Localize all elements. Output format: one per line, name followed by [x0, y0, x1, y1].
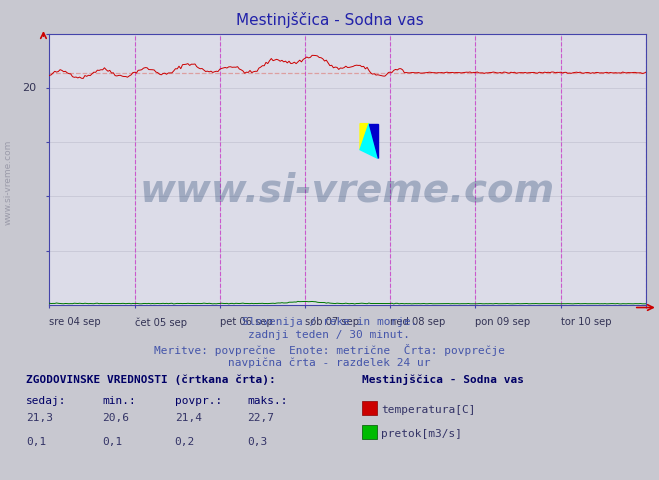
Text: www.si-vreme.com: www.si-vreme.com — [4, 140, 13, 225]
Text: maks.:: maks.: — [247, 396, 287, 406]
Text: Mestinjščica - Sodna vas: Mestinjščica - Sodna vas — [362, 374, 525, 385]
Text: Slovenija / reke in morje.: Slovenija / reke in morje. — [242, 317, 417, 327]
Text: 20,6: 20,6 — [102, 413, 129, 423]
Text: 0,2: 0,2 — [175, 437, 195, 447]
Text: pon 09 sep: pon 09 sep — [475, 317, 530, 327]
Text: sre 04 sep: sre 04 sep — [49, 317, 101, 327]
Text: ned 08 sep: ned 08 sep — [390, 317, 445, 327]
Text: pet 06 sep: pet 06 sep — [220, 317, 273, 327]
Text: tor 10 sep: tor 10 sep — [561, 317, 611, 327]
Text: 0,1: 0,1 — [102, 437, 123, 447]
Text: pretok[m3/s]: pretok[m3/s] — [381, 430, 462, 439]
Text: ZGODOVINSKE VREDNOSTI (črtkana črta):: ZGODOVINSKE VREDNOSTI (črtkana črta): — [26, 374, 276, 385]
Text: povpr.:: povpr.: — [175, 396, 222, 406]
Text: 0,1: 0,1 — [26, 437, 47, 447]
Text: sob 07 sep: sob 07 sep — [305, 317, 359, 327]
Text: 20: 20 — [22, 83, 36, 93]
Text: 0,3: 0,3 — [247, 437, 268, 447]
Text: 21,4: 21,4 — [175, 413, 202, 423]
Text: Meritve: povprečne  Enote: metrične  Črta: povprečje: Meritve: povprečne Enote: metrične Črta:… — [154, 344, 505, 356]
Text: www.si-vreme.com: www.si-vreme.com — [140, 172, 556, 210]
Text: sedaj:: sedaj: — [26, 396, 67, 406]
Text: min.:: min.: — [102, 396, 136, 406]
Text: Mestinjščica - Sodna vas: Mestinjščica - Sodna vas — [236, 12, 423, 28]
Text: 21,3: 21,3 — [26, 413, 53, 423]
Polygon shape — [360, 124, 369, 150]
Text: temperatura[C]: temperatura[C] — [381, 406, 475, 415]
Text: zadnji teden / 30 minut.: zadnji teden / 30 minut. — [248, 330, 411, 340]
Text: 22,7: 22,7 — [247, 413, 274, 423]
Polygon shape — [360, 124, 378, 158]
Text: čet 05 sep: čet 05 sep — [134, 317, 186, 327]
Polygon shape — [369, 124, 378, 158]
Text: navpična črta - razdelek 24 ur: navpična črta - razdelek 24 ur — [228, 357, 431, 368]
